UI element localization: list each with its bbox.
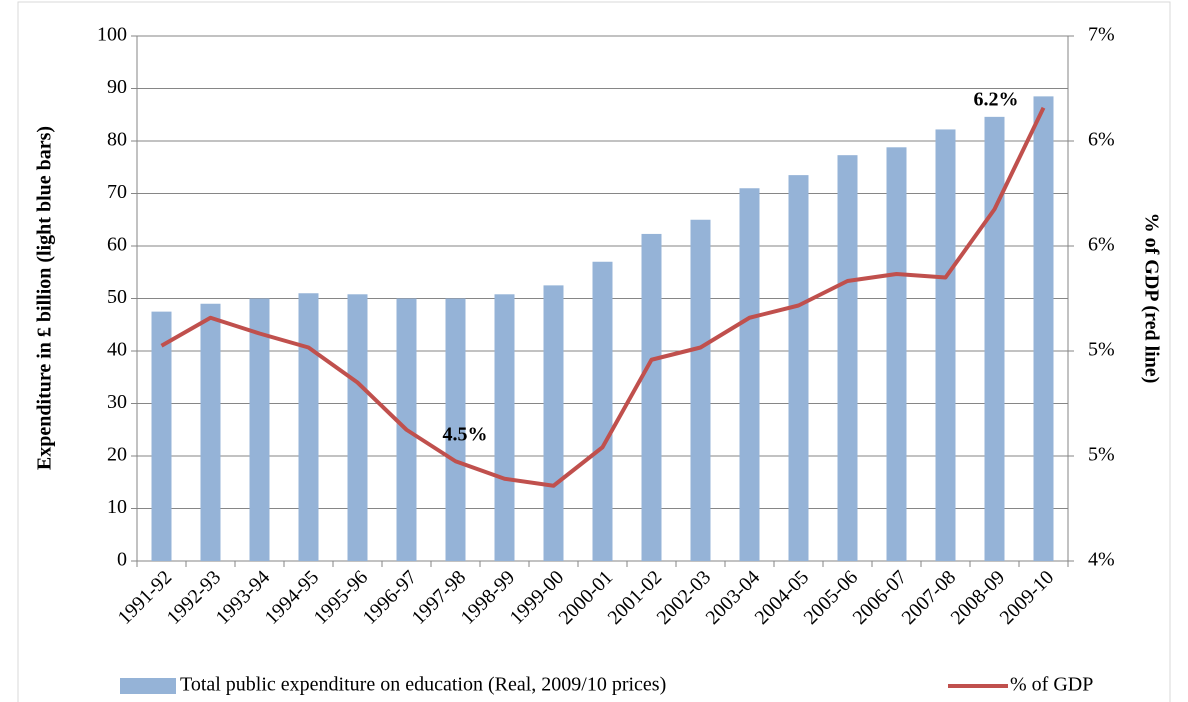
bar	[151, 311, 172, 561]
bar	[837, 155, 858, 562]
bar	[249, 298, 270, 561]
bar	[592, 261, 613, 561]
bar	[788, 175, 809, 561]
x-tick-label: 1994-95	[261, 566, 324, 629]
y2-tick-label: 6%	[1088, 234, 1115, 256]
legend-label: Total public expenditure on education (R…	[180, 674, 666, 696]
y-tick-label: 10	[107, 496, 127, 518]
chart-frame	[17, 1, 1171, 702]
x-tick-label: 1995-96	[310, 566, 373, 629]
bar	[347, 294, 368, 561]
x-tick-label: 1997-98	[408, 566, 471, 629]
y2-tick-label: 4%	[1088, 549, 1115, 571]
bar	[445, 298, 466, 561]
x-tick-label: 2000-01	[555, 566, 618, 629]
bar	[1033, 96, 1054, 561]
y-tick-label: 90	[107, 76, 127, 98]
y-tick-label: 70	[107, 181, 127, 203]
x-tick-label: 2008-09	[947, 566, 1010, 629]
x-tick-label: 2006-07	[849, 566, 912, 629]
bar	[298, 293, 319, 561]
bar	[886, 147, 907, 562]
y-tick-label: 80	[107, 129, 127, 151]
x-tick-label: 1991-92	[114, 566, 177, 629]
y-axis-title: Expenditure in £ billion (light blue bar…	[34, 126, 56, 470]
x-tick-label: 1993-94	[212, 566, 275, 629]
x-tick-label: 2009-10	[996, 566, 1059, 629]
x-tick-label: 1999-00	[506, 566, 569, 629]
bar	[690, 219, 711, 561]
y-tick-label: 30	[107, 391, 127, 413]
bar	[984, 116, 1005, 561]
x-tick-label: 2005-06	[800, 566, 863, 629]
x-tick-label: 2001-02	[604, 566, 667, 629]
bar	[739, 188, 760, 561]
y-tick-label: 40	[107, 339, 127, 361]
x-tick-label: 2007-08	[898, 566, 961, 629]
line	[160, 106, 1046, 488]
y2-tick-label: 5%	[1088, 444, 1115, 466]
bar	[543, 285, 564, 561]
y-tick-label: 60	[107, 234, 127, 256]
bar	[935, 129, 956, 561]
x-tick-label: 1996-97	[359, 566, 422, 629]
y-tick-label: 100	[97, 24, 127, 46]
y-tick-label: 20	[107, 444, 127, 466]
x-tick-label: 2004-05	[751, 566, 814, 629]
bar	[494, 294, 515, 561]
x-tick-label: 1998-99	[457, 566, 520, 629]
annotation: 4.5%	[443, 424, 488, 446]
legend-label: % of GDP	[1010, 674, 1093, 696]
y-tick-label: 0	[117, 549, 127, 571]
bar	[641, 233, 662, 562]
legend-swatch	[120, 678, 176, 694]
y2-tick-label: 7%	[1088, 24, 1115, 46]
y2-axis-title: % of GDP (red line)	[1140, 213, 1162, 384]
bar	[200, 303, 221, 561]
annotation: 6.2%	[974, 89, 1019, 111]
y-tick-label: 50	[107, 286, 127, 308]
y2-tick-label: 5%	[1088, 339, 1115, 361]
x-tick-label: 2003-04	[702, 566, 765, 629]
y2-tick-label: 6%	[1088, 129, 1115, 151]
x-tick-label: 2002-03	[653, 566, 716, 629]
x-tick-label: 1992-93	[163, 566, 226, 629]
